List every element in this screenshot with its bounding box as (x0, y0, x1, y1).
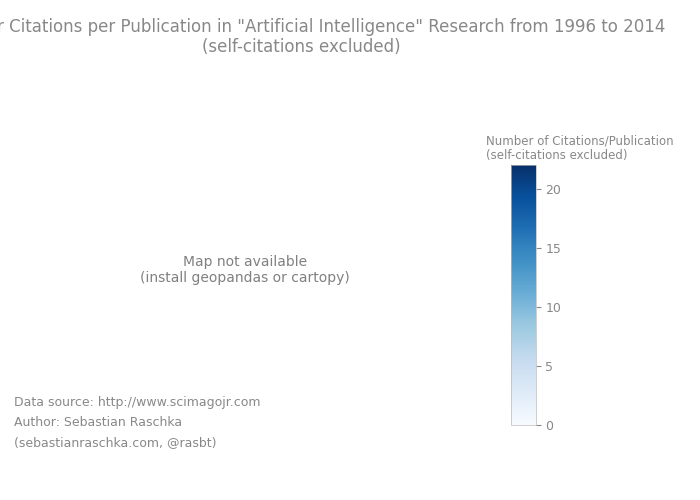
Text: Author: Sebastian Raschka: Author: Sebastian Raschka (14, 416, 182, 429)
Text: (sebastianraschka.com, @rasbt): (sebastianraschka.com, @rasbt) (14, 436, 216, 449)
Text: (self-citations excluded): (self-citations excluded) (486, 150, 628, 162)
Text: Number Citations per Publication in "Artificial Intelligence" Research from 1996: Number Citations per Publication in "Art… (0, 18, 665, 36)
Text: Number of Citations/Publication: Number of Citations/Publication (486, 134, 674, 147)
Text: (self-citations excluded): (self-citations excluded) (202, 38, 400, 56)
Text: Data source: http://www.scimagojr.com: Data source: http://www.scimagojr.com (14, 396, 260, 409)
Text: Map not available
(install geopandas or cartopy): Map not available (install geopandas or … (140, 255, 350, 285)
